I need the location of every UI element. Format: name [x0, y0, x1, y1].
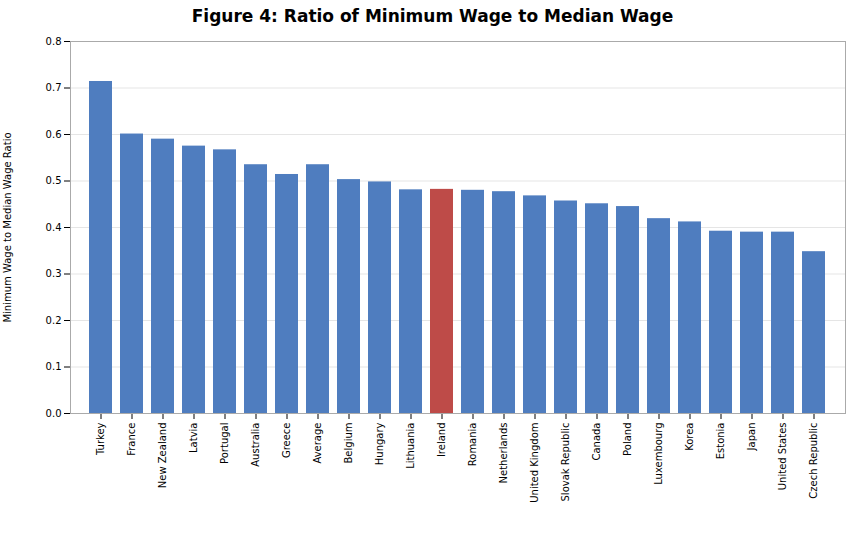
svg-text:Hungary: Hungary	[374, 422, 385, 465]
svg-text:0.5: 0.5	[46, 175, 62, 186]
svg-text:France: France	[126, 423, 137, 456]
svg-text:0.0: 0.0	[46, 408, 62, 419]
svg-text:Netherlands: Netherlands	[498, 423, 509, 484]
svg-text:Korea: Korea	[684, 423, 695, 451]
svg-text:0.3: 0.3	[46, 268, 62, 279]
svg-text:Minimum Wage to Median Wage Ra: Minimum Wage to Median Wage Ratio	[2, 132, 13, 322]
svg-text:United Kingdom: United Kingdom	[529, 423, 540, 503]
svg-text:0.4: 0.4	[46, 222, 62, 233]
svg-text:Australia: Australia	[250, 423, 261, 467]
svg-text:Ireland: Ireland	[436, 423, 447, 458]
svg-text:Lithuania: Lithuania	[405, 423, 416, 469]
svg-text:Turkey: Turkey	[95, 422, 106, 456]
svg-text:Belgium: Belgium	[343, 423, 354, 464]
svg-text:Czech Republic: Czech Republic	[808, 423, 819, 499]
svg-text:Portugal: Portugal	[219, 423, 230, 464]
svg-text:0.2: 0.2	[46, 315, 62, 326]
svg-text:Latvia: Latvia	[188, 423, 199, 453]
svg-text:Canada: Canada	[591, 423, 602, 461]
svg-text:0.1: 0.1	[46, 361, 62, 372]
svg-text:United States: United States	[777, 423, 788, 491]
html-text:Figure 4: Ratio of Minimum Wag: Figure 4: Ratio of Minimum Wage to Media…	[191, 6, 674, 26]
svg-text:0.6: 0.6	[46, 129, 62, 140]
svg-text:Japan: Japan	[746, 423, 757, 452]
svg-text:Estonia: Estonia	[715, 423, 726, 460]
svg-text:Greece: Greece	[281, 423, 292, 459]
svg-text:New Zealand: New Zealand	[157, 423, 168, 489]
svg-text:Romania: Romania	[467, 423, 478, 467]
svg-text:Poland: Poland	[622, 423, 633, 456]
svg-text:Slovak Republic: Slovak Republic	[560, 423, 571, 502]
svg-text:0.8: 0.8	[46, 36, 62, 47]
svg-text:Average: Average	[312, 423, 323, 464]
svg-text:Luxembourg: Luxembourg	[653, 423, 664, 485]
svg-text:0.7: 0.7	[46, 82, 62, 93]
